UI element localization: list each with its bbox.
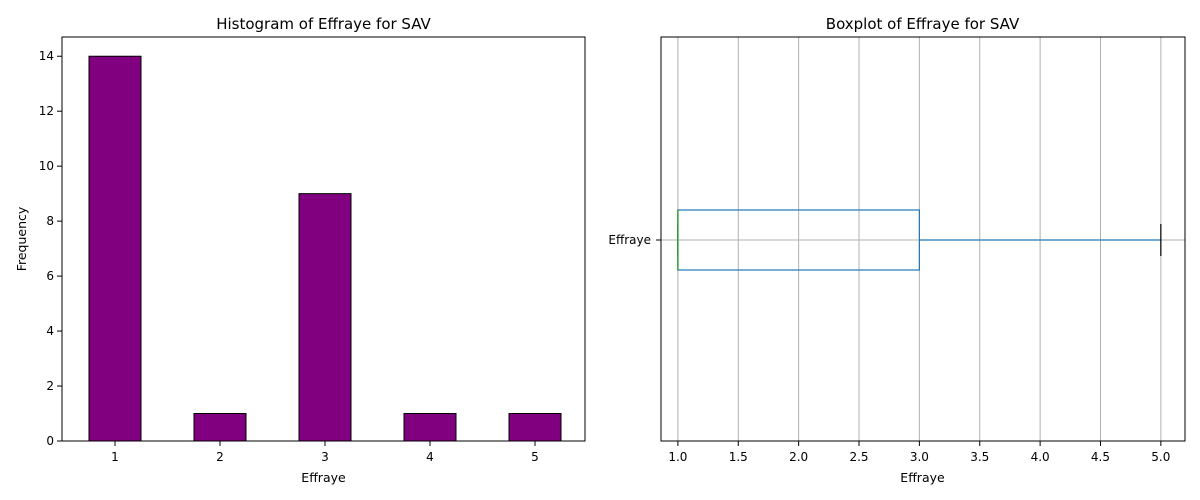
histogram-y-tick-label: 10 xyxy=(39,159,54,173)
histogram-bar xyxy=(403,413,457,442)
boxplot-grid xyxy=(661,37,1185,441)
histogram-bar xyxy=(88,55,142,442)
boxplot-x-tick-label: 2.5 xyxy=(849,450,868,464)
histogram-y-ticks: 0 2 4 6 8 10 12 14 xyxy=(39,49,62,448)
histogram-axes-frame xyxy=(61,36,586,442)
histogram-y-tick-label: 4 xyxy=(46,324,54,338)
histogram-y-tick-label: 8 xyxy=(46,214,54,228)
boxplot-x-tick-label: 4.5 xyxy=(1091,450,1110,464)
histogram-bar xyxy=(508,413,562,442)
boxplot-x-tick-label: 4.0 xyxy=(1031,450,1050,464)
histogram-y-tick-label: 2 xyxy=(46,379,54,393)
histogram-x-tick-label: 1 xyxy=(111,450,119,464)
histogram-x-tick-label: 4 xyxy=(426,450,434,464)
histogram-x-tick-label: 2 xyxy=(216,450,224,464)
histogram-x-label: Effraye xyxy=(301,470,346,485)
boxplot-x-ticks: 1.0 1.5 2.0 2.5 3.0 3.5 4.0 4.5 5.0 xyxy=(668,441,1170,464)
boxplot-x-tick-label: 2.0 xyxy=(789,450,808,464)
histogram-x-tick-label: 5 xyxy=(531,450,539,464)
boxplot-x-tick-label: 5.0 xyxy=(1151,450,1170,464)
histogram-x-ticks: 1 2 3 4 5 xyxy=(111,441,539,464)
boxplot-x-tick-label: 3.5 xyxy=(970,450,989,464)
boxplot-x-tick-label: 1.5 xyxy=(729,450,748,464)
boxplot-axes-frame xyxy=(660,36,1186,442)
boxplot-x-tick-label: 3.0 xyxy=(910,450,929,464)
boxplot-panel: Boxplot of Effraye for SAV 1.0 1.5 2.0 2.5 3… xyxy=(608,15,1186,485)
histogram-y-tick-label: 0 xyxy=(46,434,54,448)
boxplot-x-label: Effraye xyxy=(900,470,945,485)
histogram-bars xyxy=(88,55,562,442)
histogram-y-tick-label: 12 xyxy=(39,104,54,118)
histogram-bar xyxy=(193,413,247,442)
boxplot-x-tick-label: 1.0 xyxy=(668,450,687,464)
histogram-y-tick-label: 6 xyxy=(46,269,54,283)
boxplot-marks xyxy=(677,209,1162,271)
histogram-title: Histogram of Effraye for SAV xyxy=(216,15,431,33)
histogram-x-tick-label: 3 xyxy=(321,450,329,464)
histogram-y-tick-label: 14 xyxy=(39,49,54,63)
histogram-y-label: Frequency xyxy=(14,206,29,271)
histogram-bar xyxy=(298,193,352,442)
histogram-panel: Histogram of Effraye for SAV 02468101214… xyxy=(14,15,586,485)
boxplot-title: Boxplot of Effraye for SAV xyxy=(826,15,1020,33)
boxplot-category-label: Effraye xyxy=(608,233,651,247)
